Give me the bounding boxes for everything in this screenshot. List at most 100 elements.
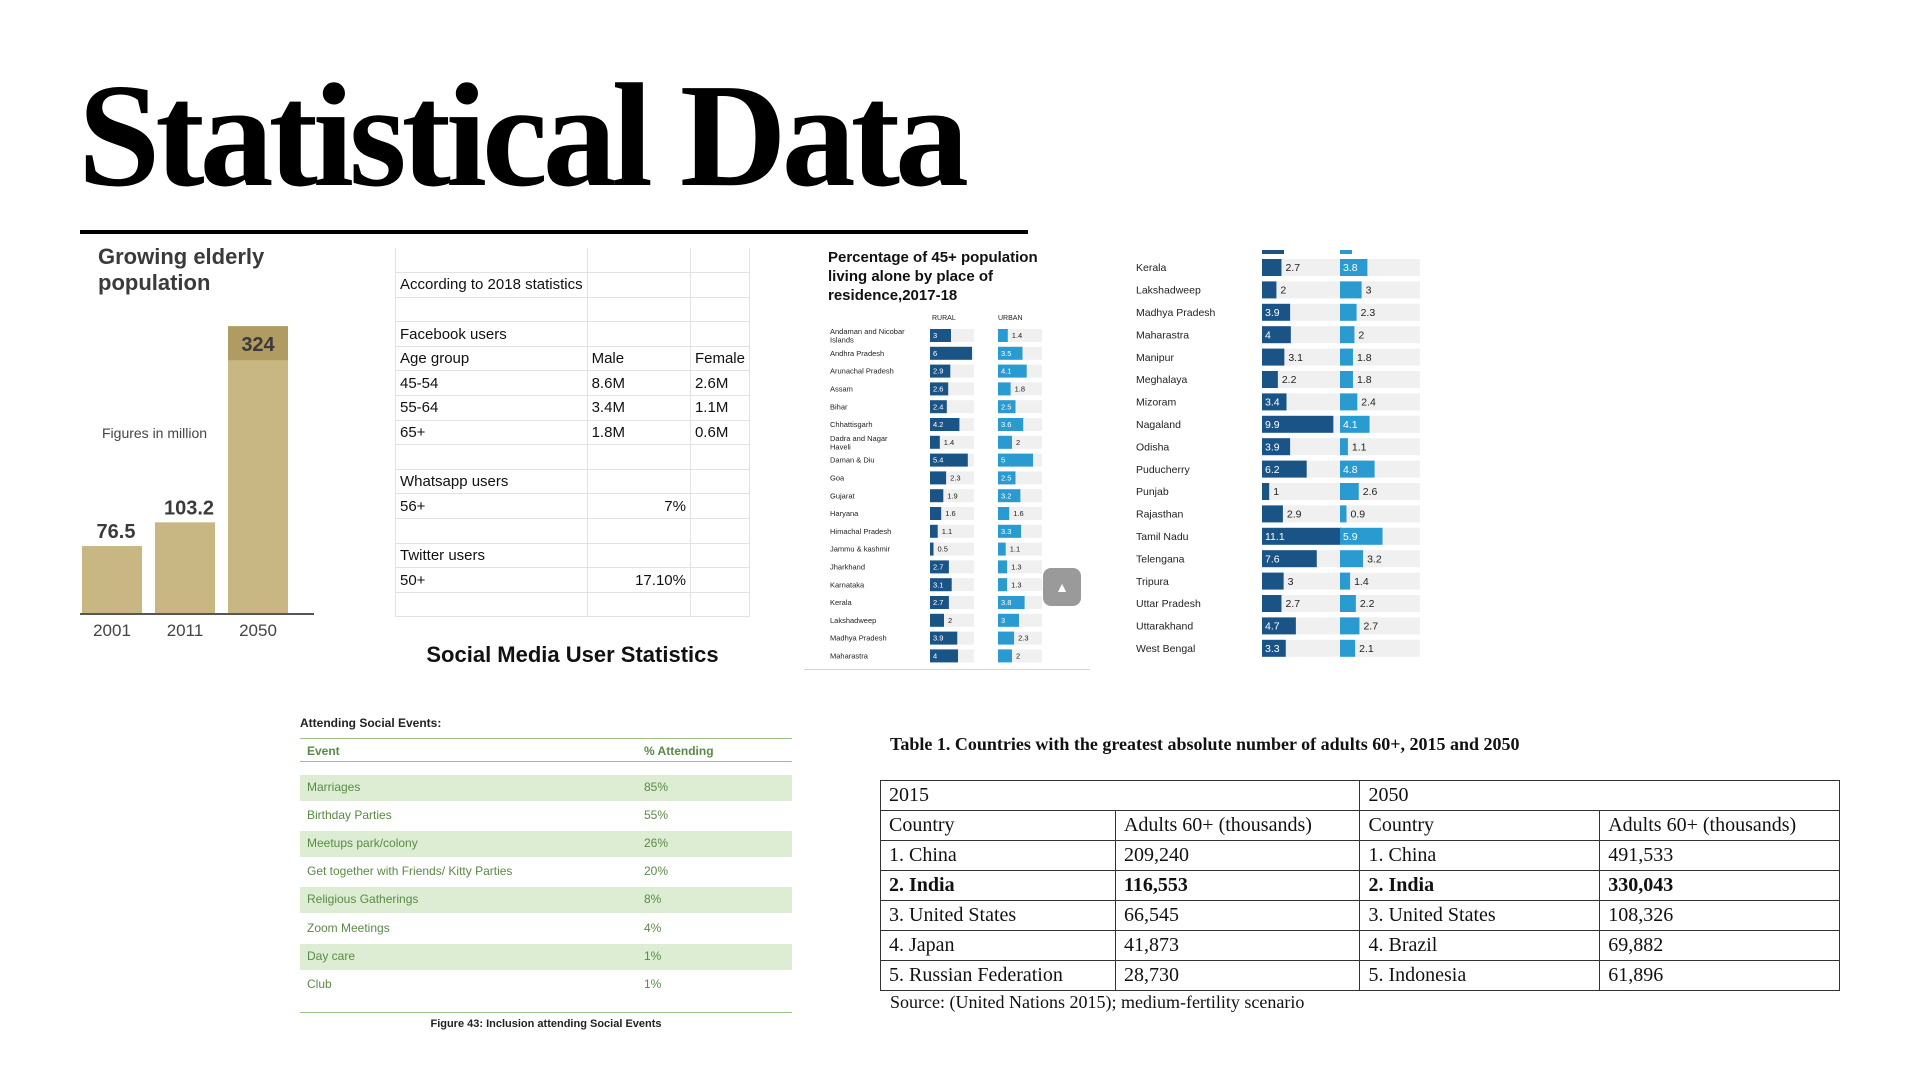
urban-value-label: 1.3 <box>1011 580 1021 589</box>
social-row: 56+ 7% <box>395 493 751 520</box>
urban-bar-track <box>1340 438 1420 456</box>
urban-value-label: 3 <box>1001 616 1005 625</box>
rural-value-label: 4.7 <box>1265 621 1280 633</box>
rural-value-label: 6 <box>933 349 937 358</box>
year-row: 2015 2050 <box>879 780 1840 811</box>
urban-value-label: 4.8 <box>1343 464 1358 476</box>
social-cell: 1.8M <box>587 420 691 446</box>
urban-bar <box>1340 527 1383 545</box>
social-row <box>395 592 751 618</box>
state-label: Madhya Pradesh <box>1136 307 1216 319</box>
rural-bar <box>930 649 958 663</box>
social-cell <box>587 469 691 495</box>
urban-bar-track <box>1340 371 1420 388</box>
rural-bar <box>1262 617 1296 635</box>
urban-bar <box>1340 438 1348 456</box>
social-row: Whatsapp users <box>395 469 751 495</box>
state-label: Meghalaya <box>1136 374 1188 386</box>
urban-bar-track <box>998 329 1042 342</box>
countries-table-caption: Table 1. Countries with the greatest abs… <box>890 734 1520 754</box>
adults-value-cell: 41,873 <box>1114 930 1361 961</box>
state-label: Daman & Diu <box>830 456 875 465</box>
rural-bar <box>930 489 944 503</box>
social-cell: Age group <box>395 346 588 372</box>
urban-bar <box>1340 415 1370 433</box>
social-cell: 56+ <box>395 493 588 520</box>
country-name-cell: 3. United States <box>880 900 1116 931</box>
state-label: Himachal Pradesh <box>830 527 891 536</box>
country-name-cell: 5. Russian Federation <box>880 960 1116 991</box>
living-alone-chart-continued: Kerala 2.7 3.8 Lakshadweep 2 3 Madhya Pradesh 3… <box>1130 245 1430 665</box>
country-name-cell: 3. United States <box>1359 900 1601 931</box>
urban-bar <box>1340 259 1368 276</box>
elderly-year-label: 2011 <box>167 621 204 640</box>
social-cell <box>690 444 751 470</box>
elderly-chart-title: Growing elderly population <box>98 244 265 295</box>
social-event-row: Birthday Parties 55% <box>300 803 792 829</box>
urban-bar-track <box>1340 595 1420 612</box>
rural-value-label: 3.4 <box>1265 397 1280 409</box>
rural-bar <box>1262 371 1278 388</box>
state-label: Maharastra <box>830 652 869 661</box>
social-row: Facebook users <box>395 321 751 347</box>
country-name-cell: 2. India <box>1359 870 1601 901</box>
social-cell <box>395 248 588 274</box>
social-cell: 17.10% <box>587 567 691 593</box>
adults-value-cell: 116,553 <box>1114 870 1361 901</box>
rural-bar <box>930 435 940 449</box>
scroll-up-button[interactable]: ▲ <box>1043 568 1081 606</box>
rural-bar-track <box>1262 371 1342 388</box>
urban-value-label: 1.4 <box>1012 331 1022 340</box>
rural-bar <box>1262 415 1334 433</box>
rural-value-label: 3.1 <box>933 580 943 589</box>
urban-bar <box>1340 326 1355 344</box>
social-event-row: Religious Gatherings 8% <box>300 887 792 914</box>
rural-value-label: 2.7 <box>933 598 943 607</box>
social-row: Twitter users <box>395 543 751 569</box>
urban-bar-track <box>1340 505 1420 523</box>
elderly-value-label: 324 <box>241 334 275 356</box>
urban-bar <box>998 578 1008 592</box>
country-header: Country <box>880 810 1116 841</box>
rural-bar <box>930 578 952 592</box>
social-cell <box>690 543 751 569</box>
state-label: Kerala <box>830 598 853 607</box>
social-cell <box>587 444 691 470</box>
social-cell <box>395 444 588 470</box>
rural-bar <box>930 613 944 627</box>
rural-value-label: 3 <box>1288 576 1294 588</box>
country-name-cell: 5. Indonesia <box>1359 960 1601 991</box>
social-cell: 7% <box>587 493 691 520</box>
urban-value-label: 1.8 <box>1357 374 1372 386</box>
social-cell: 8.6M <box>587 370 691 397</box>
urban-value-label: 4.1 <box>1001 367 1011 376</box>
adults-value-cell: 61,896 <box>1599 960 1840 991</box>
social-row: 65+ 1.8M 0.6M <box>395 420 751 446</box>
social-event-row: Day care 1% <box>300 943 792 970</box>
urban-bar-track <box>998 560 1042 574</box>
urban-value-label: 3.8 <box>1001 598 1011 607</box>
rural-value-label: 1.6 <box>945 509 955 518</box>
rural-value-label: 2 <box>1280 285 1286 297</box>
living-alone-chart-continued-svg: Kerala 2.7 3.8 Lakshadweep 2 3 Madhya Pradesh 3… <box>1136 250 1420 657</box>
event-percent: 1% <box>644 976 662 991</box>
urban-bar <box>1340 460 1375 478</box>
state-label: Odisha <box>1136 441 1169 453</box>
rural-bar <box>930 524 938 538</box>
rural-value-label: 4 <box>1265 329 1271 341</box>
social-row <box>395 518 751 544</box>
state-label: West Bengal <box>1136 643 1195 655</box>
social-cell: 55-64 <box>395 395 588 421</box>
state-label: Haryana <box>830 509 859 518</box>
state-label: Uttarakhand <box>1136 621 1193 633</box>
country-name-cell: 4. Brazil <box>1359 930 1601 961</box>
urban-value-label: 2.4 <box>1361 397 1376 409</box>
rural-bar <box>930 560 949 574</box>
rural-bar <box>1262 527 1342 545</box>
state-label: Rajasthan <box>1136 509 1183 521</box>
social-cell: 45-54 <box>395 370 588 397</box>
rural-bar <box>930 507 942 520</box>
urban-value-label: 1.1 <box>1010 545 1020 554</box>
adults-value-cell: 108,326 <box>1599 900 1840 931</box>
social-media-table: According to 2018 statistics Facebook use… <box>395 248 751 667</box>
